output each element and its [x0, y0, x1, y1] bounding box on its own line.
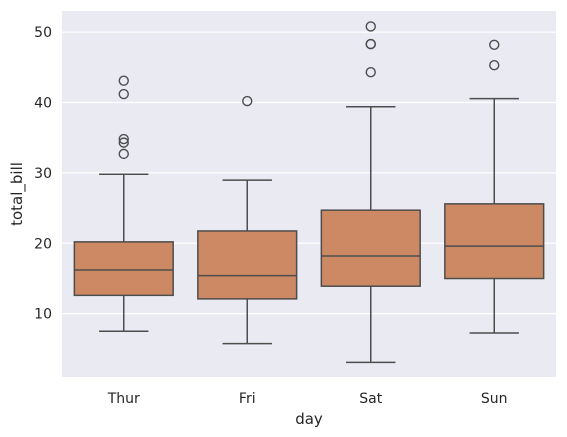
boxes: [73, 21, 545, 364]
outlier-point: [242, 95, 253, 107]
outlier-point: [118, 148, 129, 160]
y-tick-label: 20: [34, 236, 52, 252]
outlier-point: [365, 67, 376, 78]
y-tick-label: 40: [34, 96, 52, 112]
outlier-point: [365, 38, 376, 50]
box: [444, 203, 545, 280]
x-axis-label: day: [295, 410, 323, 428]
plot-area: [62, 11, 556, 377]
x-tick-label: Fri: [239, 391, 256, 407]
box-group: [320, 21, 421, 364]
x-tick-label: Sun: [481, 391, 508, 407]
outlier-point: [365, 21, 376, 32]
y-tick-label: 10: [34, 307, 52, 323]
box-group: [73, 75, 174, 332]
box-group: [444, 39, 545, 334]
x-tick-label: Thur: [107, 391, 140, 407]
outlier-point: [489, 39, 500, 50]
y-tick-labels: 10 20 30 40 50: [34, 25, 52, 323]
y-tick-label: 30: [34, 166, 52, 182]
outlier-point: [118, 88, 129, 100]
y-axis-label: total_bill: [8, 162, 27, 226]
x-tick-label: Sat: [359, 391, 382, 407]
box-group: [197, 95, 298, 345]
outlier-point: [118, 133, 129, 145]
y-tick-label: 50: [34, 25, 52, 41]
box: [73, 241, 174, 297]
x-tick-labels: Thur Fri Sat Sun: [107, 391, 508, 407]
outlier-point: [118, 137, 129, 148]
box: [320, 209, 421, 287]
box: [197, 230, 298, 300]
outlier-point: [118, 75, 129, 86]
outlier-point: [489, 59, 500, 71]
